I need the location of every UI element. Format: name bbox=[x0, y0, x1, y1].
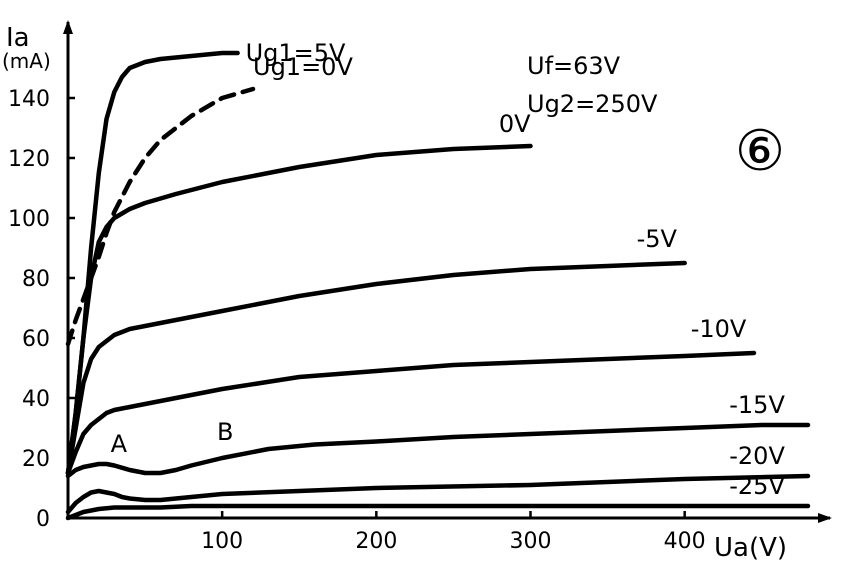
condition-screen-grid: Ug2=250V bbox=[527, 90, 658, 118]
y-tick-label: 40 bbox=[22, 387, 50, 412]
curve-line bbox=[65, 350, 757, 476]
x-tick-label: 100 bbox=[201, 529, 243, 554]
y-axis-unit: (mA) bbox=[2, 49, 51, 73]
curve-label: Ug1=0V bbox=[253, 53, 353, 81]
curve-label: -15V bbox=[729, 391, 785, 419]
y-tick-label: 140 bbox=[8, 87, 50, 112]
axis-ticks: 0 20 40 60 80 100 120 140 100 200 300 400 bbox=[8, 87, 706, 554]
curve-line bbox=[65, 143, 533, 476]
x-tick-label: 300 bbox=[510, 529, 552, 554]
x-tick-label: 400 bbox=[664, 529, 706, 554]
curve-line bbox=[65, 473, 811, 515]
condition-filament: Uf=63V bbox=[527, 52, 621, 80]
curve-label: -10V bbox=[691, 315, 747, 343]
curve-label: 0V bbox=[499, 110, 531, 138]
curve-label: -5V bbox=[637, 225, 678, 253]
curve-label: -20V bbox=[729, 442, 785, 470]
y-axis-label: Ia bbox=[6, 23, 30, 53]
x-tick-label: 200 bbox=[355, 529, 397, 554]
y-tick-label: 100 bbox=[8, 207, 50, 232]
curve-line bbox=[65, 422, 811, 479]
point-annotation: B bbox=[217, 418, 233, 446]
y-tick-label: 120 bbox=[8, 147, 50, 172]
curve-label: Ug1=5V bbox=[246, 39, 346, 67]
point-annotation: A bbox=[111, 430, 128, 458]
y-tick-label: 80 bbox=[22, 267, 50, 292]
y-tick-label: 60 bbox=[22, 327, 50, 352]
curve-line bbox=[65, 260, 687, 476]
curve-line bbox=[65, 503, 811, 521]
curve-label: -25V bbox=[729, 472, 785, 500]
curve-line bbox=[65, 86, 256, 347]
y-tick-label: 20 bbox=[22, 447, 50, 472]
x-axis-label: Ua(V) bbox=[714, 533, 787, 563]
y-tick-label: 0 bbox=[36, 507, 50, 532]
figure-number-badge: ⑥ bbox=[735, 119, 785, 184]
curves bbox=[65, 50, 811, 521]
